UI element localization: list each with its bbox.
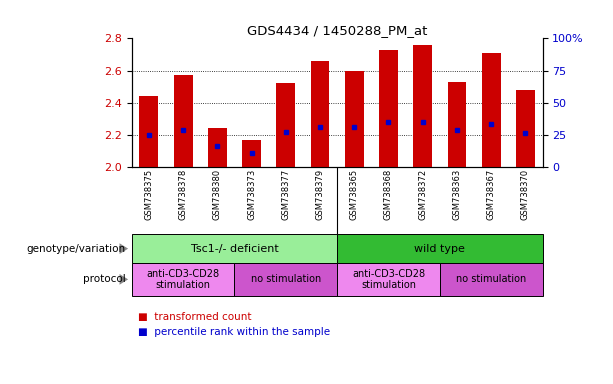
Text: protocol: protocol [83, 274, 126, 285]
Title: GDS4434 / 1450288_PM_at: GDS4434 / 1450288_PM_at [247, 24, 427, 37]
Text: GSM738379: GSM738379 [316, 169, 324, 220]
Text: no stimulation: no stimulation [251, 274, 321, 285]
Bar [242, 140, 261, 167]
Polygon shape [120, 243, 128, 254]
Bar [482, 53, 501, 167]
Text: GSM738375: GSM738375 [145, 169, 153, 220]
Text: anti-CD3-CD28
stimulation: anti-CD3-CD28 stimulation [352, 268, 425, 290]
Text: GSM738370: GSM738370 [521, 169, 530, 220]
Bar [379, 50, 398, 167]
Text: GSM738377: GSM738377 [281, 169, 291, 220]
Bar [132, 263, 234, 296]
Bar [337, 263, 440, 296]
Text: GSM738373: GSM738373 [247, 169, 256, 220]
Text: wild type: wild type [414, 243, 465, 254]
Bar [413, 45, 432, 167]
Bar [208, 128, 227, 167]
Text: anti-CD3-CD28
stimulation: anti-CD3-CD28 stimulation [147, 268, 219, 290]
Text: Tsc1-/- deficient: Tsc1-/- deficient [191, 243, 278, 254]
Text: GSM738372: GSM738372 [418, 169, 427, 220]
Text: GSM738378: GSM738378 [178, 169, 188, 220]
Text: GSM738380: GSM738380 [213, 169, 222, 220]
Text: ■  transformed count: ■ transformed count [138, 312, 251, 322]
Bar [234, 263, 337, 296]
Text: GSM738367: GSM738367 [487, 169, 496, 220]
Polygon shape [120, 274, 128, 285]
Bar [516, 90, 535, 167]
Text: no stimulation: no stimulation [456, 274, 527, 285]
Bar [276, 83, 295, 167]
Bar [311, 61, 329, 167]
Bar [173, 75, 192, 167]
Text: GSM738365: GSM738365 [350, 169, 359, 220]
Text: genotype/variation: genotype/variation [26, 243, 126, 254]
Bar [337, 234, 543, 263]
Bar [132, 234, 337, 263]
Bar [140, 96, 158, 167]
Bar [345, 71, 364, 167]
Text: ■  percentile rank within the sample: ■ percentile rank within the sample [138, 327, 330, 337]
Text: GSM738363: GSM738363 [452, 169, 462, 220]
Bar [440, 263, 543, 296]
Bar [447, 82, 466, 167]
Text: GSM738368: GSM738368 [384, 169, 393, 220]
